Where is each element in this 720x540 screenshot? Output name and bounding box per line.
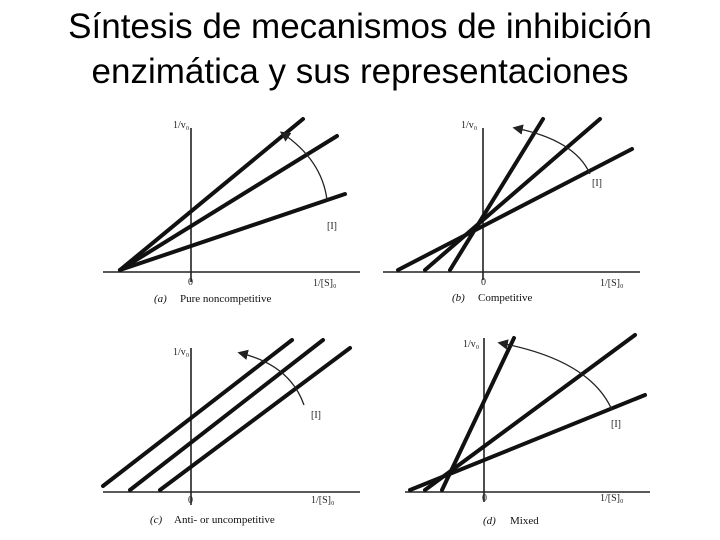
panel-a-pure-noncompetitive: 1/v₀ 1/[S]₀ 0 [I] (a) Pure noncompetitiv… bbox=[103, 117, 360, 305]
panel-a-x-label: 1/[S]₀ bbox=[313, 278, 337, 289]
panel-d-mixed: 1/v₀ 1/[S]₀ 0 [I] (d) Mixed bbox=[405, 333, 650, 527]
panel-c-line-high-inhibitor bbox=[101, 338, 294, 488]
panel-c-origin-label: 0 bbox=[188, 495, 193, 506]
title-line-1: Síntesis de mecanismos de inhibición bbox=[68, 7, 652, 46]
panel-c-y-label: 1/v₀ bbox=[173, 347, 190, 358]
panel-d-caption: Mixed bbox=[510, 515, 539, 527]
panel-a-inhibitor-arrow bbox=[279, 131, 328, 201]
panel-b-origin-label: 0 bbox=[481, 277, 486, 288]
panel-c-x-label: 1/[S]₀ bbox=[311, 495, 335, 506]
panel-a-line-high-inhibitor bbox=[118, 117, 305, 272]
slide-title: Síntesis de mecanismos de inhibición enz… bbox=[0, 4, 720, 94]
panel-c-uncompetitive: 1/v₀ 1/[S]₀ 0 [I] (c) Anti- or uncompeti… bbox=[101, 338, 360, 526]
panel-d-line-mid-inhibitor bbox=[423, 333, 637, 492]
panel-d-line-no-inhibitor bbox=[408, 393, 647, 492]
panel-d-inhibitor-label: [I] bbox=[611, 419, 621, 430]
panel-b-inhibitor-label: [I] bbox=[592, 178, 602, 189]
panel-d-letter: (d) bbox=[483, 515, 496, 527]
panel-b-line-mid-inhibitor bbox=[423, 117, 602, 272]
title-line-2: enzimática y sus representaciones bbox=[91, 52, 629, 91]
panel-c-inhibitor-arrow bbox=[237, 349, 305, 406]
panel-a-line-no-inhibitor bbox=[118, 192, 347, 272]
panel-b-line-high-inhibitor bbox=[448, 117, 545, 272]
panel-c-line-no-inhibitor bbox=[158, 346, 352, 492]
panel-c-line-mid-inhibitor bbox=[128, 338, 325, 492]
panel-b-x-label: 1/[S]₀ bbox=[600, 278, 624, 289]
panel-c-letter: (c) bbox=[150, 514, 163, 526]
panel-a-y-label: 1/v₀ bbox=[173, 120, 190, 131]
panel-d-x-label: 1/[S]₀ bbox=[600, 493, 624, 504]
panel-c-inhibitor-label: [I] bbox=[311, 410, 321, 421]
panel-c-caption: Anti- or uncompetitive bbox=[174, 514, 275, 526]
panel-b-y-label: 1/v₀ bbox=[461, 120, 478, 131]
panel-b-letter: (b) bbox=[452, 292, 465, 304]
panel-a-inhibitor-label: [I] bbox=[327, 221, 337, 232]
panel-d-inhibitor-arrow bbox=[497, 339, 613, 411]
panel-a-letter: (a) bbox=[154, 293, 167, 305]
panel-a-caption: Pure noncompetitive bbox=[180, 293, 271, 305]
panel-d-y-label: 1/v₀ bbox=[463, 339, 480, 350]
panel-d-line-high-inhibitor bbox=[440, 336, 516, 492]
panel-a-origin-label: 0 bbox=[188, 277, 193, 288]
panel-b-competitive: 1/v₀ 1/[S]₀ 0 [I] (b) Competitive bbox=[383, 117, 640, 304]
panel-b-inhibitor-arrow bbox=[512, 124, 591, 175]
panel-a-line-mid-inhibitor bbox=[118, 134, 339, 272]
panel-d-origin-label: 0 bbox=[482, 493, 487, 504]
panel-b-line-no-inhibitor bbox=[396, 147, 634, 272]
panel-b-caption: Competitive bbox=[478, 292, 533, 304]
